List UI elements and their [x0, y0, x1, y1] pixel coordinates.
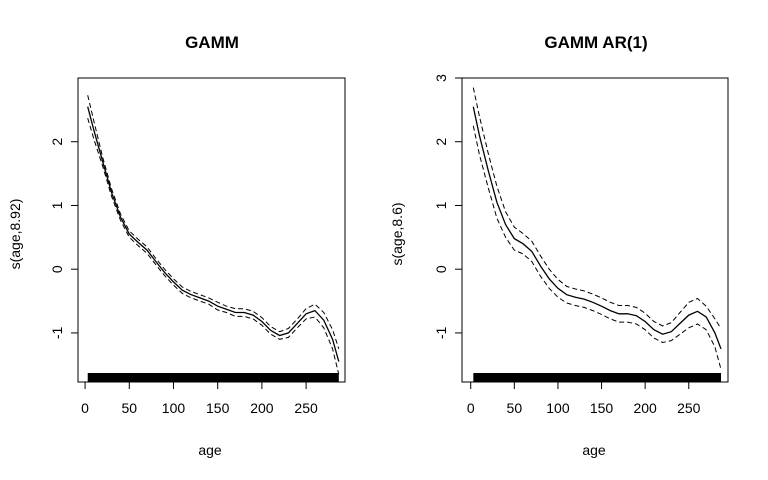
x-tick-label: 150 [206, 400, 230, 416]
fit-line [472, 106, 722, 350]
x-axis-label: age [198, 442, 222, 458]
x-axis-label: age [582, 442, 606, 458]
x-tick-label: 50 [507, 400, 523, 416]
y-tick-label: 2 [49, 138, 65, 146]
x-tick-label: 150 [590, 400, 614, 416]
chart-title: GAMM [185, 33, 239, 52]
x-tick-label: 250 [294, 400, 318, 416]
y-tick-label: 3 [433, 74, 449, 82]
upper-ci-line [472, 87, 722, 329]
y-tick-label: -1 [49, 326, 65, 339]
lower-ci-line [472, 125, 722, 370]
y-tick-label: 1 [433, 201, 449, 209]
y-tick-label: 1 [49, 201, 65, 209]
x-tick-label: 200 [633, 400, 657, 416]
x-tick-label: 0 [467, 400, 475, 416]
rug-bar [87, 373, 339, 382]
x-tick-label: 100 [546, 400, 570, 416]
rug-bar [473, 373, 722, 382]
panel-gamm-ar1: GAMM AR(1) age s(age,8.6) 0 50 100 150 200 25… [389, 33, 729, 458]
x-tick-label: 0 [81, 400, 89, 416]
y-axis-label: s(age,8.92) [7, 199, 23, 270]
panel-gamm: GAMM age s(age,8.92) 0 50 100 150 200 250 -1 0 1… [7, 33, 346, 458]
upper-ci-line [87, 95, 340, 350]
y-tick-label: 2 [433, 138, 449, 146]
x-tick-label: 100 [162, 400, 186, 416]
lower-ci-line [87, 118, 340, 375]
x-tick-label: 250 [677, 400, 701, 416]
y-axis-label: s(age,8.6) [389, 202, 405, 265]
y-tick-label: 0 [433, 265, 449, 273]
fit-line [87, 106, 340, 362]
x-tick-label: 50 [121, 400, 137, 416]
x-tick-label: 200 [250, 400, 274, 416]
plot-frame [77, 77, 346, 383]
chart-title: GAMM AR(1) [544, 33, 647, 52]
y-tick-label: 0 [49, 265, 65, 273]
y-tick-label: -1 [433, 326, 449, 339]
